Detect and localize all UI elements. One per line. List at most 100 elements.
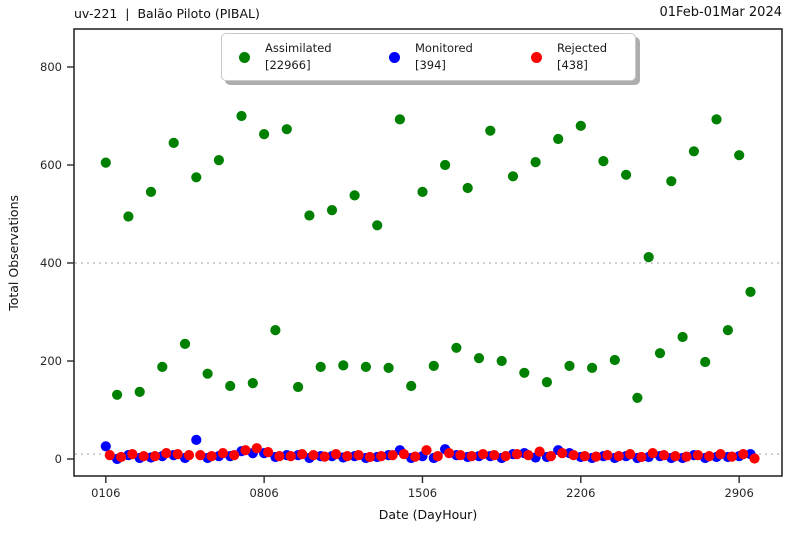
point-assimilated <box>541 377 553 388</box>
point-rejected <box>342 451 353 462</box>
point-rejected <box>251 443 262 454</box>
point-rejected <box>749 453 760 464</box>
point-assimilated <box>338 360 349 371</box>
point-assimilated <box>417 186 428 197</box>
point-rejected <box>432 451 443 462</box>
point-rejected <box>421 445 432 456</box>
point-assimilated <box>609 354 620 366</box>
point-rejected <box>647 448 658 459</box>
point-assimilated <box>677 331 688 343</box>
point-rejected <box>376 451 387 462</box>
point-rejected <box>444 448 455 459</box>
point-rejected <box>591 451 602 462</box>
point-rejected <box>670 451 681 462</box>
point-rejected <box>240 445 251 456</box>
point-monitored <box>191 434 202 445</box>
rejected-marker-icon <box>531 51 542 63</box>
point-assimilated <box>179 338 191 349</box>
point-assimilated <box>315 361 326 372</box>
point-assimilated <box>598 156 609 167</box>
point-rejected <box>636 451 647 463</box>
point-assimilated <box>259 129 270 140</box>
point-assimilated <box>688 146 700 157</box>
point-assimilated <box>711 114 722 125</box>
point-rejected <box>297 449 308 460</box>
point-rejected <box>704 451 715 462</box>
point-rejected <box>534 446 545 457</box>
point-rejected <box>568 450 579 461</box>
point-assimilated <box>202 368 213 379</box>
point-rejected <box>545 451 557 462</box>
y-tick-label: 0 <box>55 452 62 466</box>
point-assimilated <box>440 159 451 171</box>
x-tick-label: 1506 <box>408 486 437 500</box>
point-assimilated <box>519 367 530 378</box>
point-assimilated <box>553 133 564 145</box>
point-rejected <box>206 451 217 462</box>
x-tick-label: 2906 <box>725 486 754 500</box>
date-range-title: 01Feb-01Mar 2024 <box>659 5 782 20</box>
plot-border <box>73 28 783 477</box>
point-assimilated <box>496 355 507 367</box>
point-rejected <box>602 450 613 461</box>
point-assimilated <box>191 172 202 183</box>
point-rejected <box>229 450 240 461</box>
point-assimilated <box>575 120 586 131</box>
point-rejected <box>398 449 409 460</box>
point-rejected <box>330 449 342 460</box>
y-tick-label: 600 <box>40 158 62 172</box>
point-assimilated <box>406 380 417 392</box>
point-rejected <box>274 451 285 462</box>
point-rejected <box>489 450 500 461</box>
point-assimilated <box>293 381 304 393</box>
point-rejected <box>149 451 161 462</box>
point-assimilated <box>485 125 496 136</box>
point-rejected <box>613 451 624 462</box>
point-monitored <box>100 441 111 452</box>
point-assimilated <box>700 356 711 368</box>
legend-item-monitored: Monitored [394] <box>389 34 473 80</box>
point-rejected <box>658 450 670 461</box>
legend-item-assimilated: Assimilated [22966] <box>239 34 332 80</box>
point-assimilated <box>360 361 371 372</box>
point-rejected <box>263 447 274 458</box>
y-tick-label: 800 <box>40 60 62 74</box>
point-assimilated <box>451 342 462 353</box>
point-rejected <box>455 450 466 461</box>
point-rejected <box>557 448 568 459</box>
point-rejected <box>523 450 534 461</box>
point-assimilated <box>270 325 281 336</box>
point-rejected <box>127 449 138 460</box>
point-assimilated <box>326 205 338 216</box>
point-assimilated <box>123 211 134 222</box>
point-assimilated <box>247 378 258 389</box>
point-assimilated <box>507 171 519 182</box>
point-assimilated <box>621 169 632 180</box>
point-rejected <box>195 450 206 461</box>
point-rejected <box>625 449 636 460</box>
point-assimilated <box>134 386 145 397</box>
point-assimilated <box>349 190 360 201</box>
point-rejected <box>116 451 127 463</box>
point-assimilated <box>157 361 168 372</box>
point-rejected <box>692 450 704 461</box>
legend-item-rejected: Rejected [438] <box>531 34 607 80</box>
point-rejected <box>353 450 364 461</box>
legend-box: Assimilated [22966] Monitored [394] Reject… <box>221 33 636 81</box>
point-rejected <box>104 450 115 461</box>
x-axis-label: Date (DayHour) <box>378 507 478 522</box>
point-rejected <box>285 451 296 462</box>
assimilated-marker-icon <box>239 51 250 63</box>
point-assimilated <box>383 362 394 373</box>
point-assimilated <box>304 210 315 221</box>
legend-label-assimilated: Assimilated [22966] <box>265 40 332 72</box>
point-assimilated <box>145 186 157 197</box>
point-rejected <box>308 450 319 461</box>
point-assimilated <box>666 176 677 187</box>
point-rejected <box>500 451 511 462</box>
point-assimilated <box>236 110 247 122</box>
point-assimilated <box>530 157 541 168</box>
point-rejected <box>579 451 590 462</box>
